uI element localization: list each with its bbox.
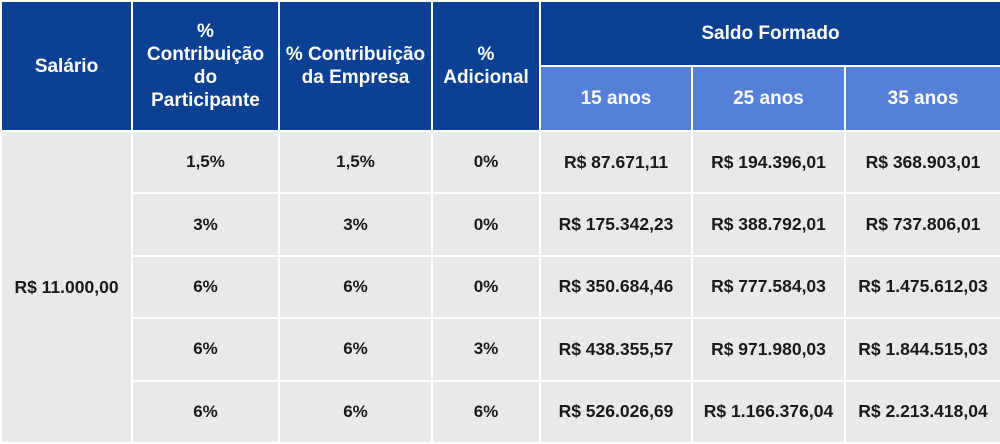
table-row: 6% 6% 3% R$ 438.355,57 R$ 971.980,03 R$ … [1, 317, 1000, 382]
header-35-anos: 35 anos [843, 65, 1000, 132]
table-row: R$ 11.000,00 1,5% 1,5% 0% R$ 87.671,11 R… [0, 129, 1000, 444]
header-adicional: % Adicional [431, 0, 541, 132]
header-adicional-line1: % [477, 44, 495, 65]
saldo-35-anos-cell: R$ 368.903,01 [843, 129, 1000, 195]
adicional-cell: 0% [431, 129, 541, 195]
header-15-anos: 15 anos [539, 65, 693, 132]
table-row: 6% 6% 6% R$ 526.026,69 R$ 1.166.376,04 R… [1, 379, 1000, 444]
saldo-15-anos-cell: R$ 175.342,23 [539, 192, 693, 257]
header-saldo-formado: Saldo Formado [538, 0, 1000, 67]
header-contribuicao-participante-line1: % Contribuição [146, 21, 265, 65]
table-row: 3% 3% 0% R$ 175.342,23 R$ 388.792,01 R$ … [1, 192, 1000, 257]
participante-cell: 6% [131, 379, 280, 444]
header-contribuicao-empresa-line1: % Contribuição [285, 44, 426, 65]
saldo-25-anos-cell: R$ 388.792,01 [691, 192, 846, 257]
header-contribuicao-empresa-line2: da Empresa [301, 67, 410, 88]
empresa-cell: 6% [278, 254, 433, 320]
header-contribuicao-participante: % Contribuição do Participante [131, 0, 280, 132]
empresa-cell: 1,5% [278, 129, 433, 195]
header-25-anos: 25 anos [691, 65, 846, 132]
empresa-cell: 6% [278, 317, 433, 382]
participante-cell: 1,5% [131, 129, 280, 195]
adicional-cell: 6% [431, 379, 541, 444]
header-salario-label: Salário [34, 55, 99, 77]
header-35-anos-label: 35 anos [887, 87, 959, 109]
saldo-25-anos-cell: R$ 194.396,01 [691, 129, 846, 195]
saldo-15-anos-cell: R$ 87.671,11 [539, 129, 693, 195]
saldo-35-anos-cell: R$ 2.213.418,04 [843, 379, 1000, 444]
adicional-cell: 3% [431, 317, 541, 382]
saldo-15-anos-cell: R$ 350.684,46 [539, 254, 693, 320]
salario-cell: R$ 11.000,00 [0, 130, 133, 444]
header-contribuicao-participante-line2: do Participante [151, 67, 260, 111]
adicional-cell: 0% [431, 254, 541, 320]
header-contribuicao-empresa: % Contribuição da Empresa [278, 0, 433, 132]
participante-cell: 6% [131, 254, 280, 320]
saldo-25-anos-cell: R$ 1.166.376,04 [691, 379, 846, 444]
participante-cell: 6% [131, 317, 280, 382]
participante-cell: 3% [131, 192, 280, 257]
saldo-15-anos-cell: R$ 438.355,57 [539, 317, 693, 382]
saldo-25-anos-cell: R$ 971.980,03 [691, 317, 846, 382]
saldo-35-anos-cell: R$ 737.806,01 [843, 192, 1000, 257]
header-15-anos-label: 15 anos [580, 87, 652, 109]
adicional-cell: 0% [431, 192, 541, 257]
saldo-35-anos-cell: R$ 1.475.612,03 [843, 254, 1000, 320]
header-25-anos-label: 25 anos [733, 87, 804, 109]
saldo-35-anos-cell: R$ 1.844.515,03 [843, 317, 1000, 382]
header-salario: Salário [0, 0, 133, 132]
saldo-25-anos-cell: R$ 777.584,03 [691, 254, 846, 320]
header-adicional-line2: Adicional [443, 67, 529, 88]
empresa-cell: 3% [278, 192, 433, 257]
header-saldo-formado-label: Saldo Formado [701, 23, 840, 44]
saldo-15-anos-cell: R$ 526.026,69 [539, 379, 693, 444]
empresa-cell: 6% [278, 379, 433, 444]
table-row: 6% 6% 0% R$ 350.684,46 R$ 777.584,03 R$ … [1, 254, 1000, 320]
